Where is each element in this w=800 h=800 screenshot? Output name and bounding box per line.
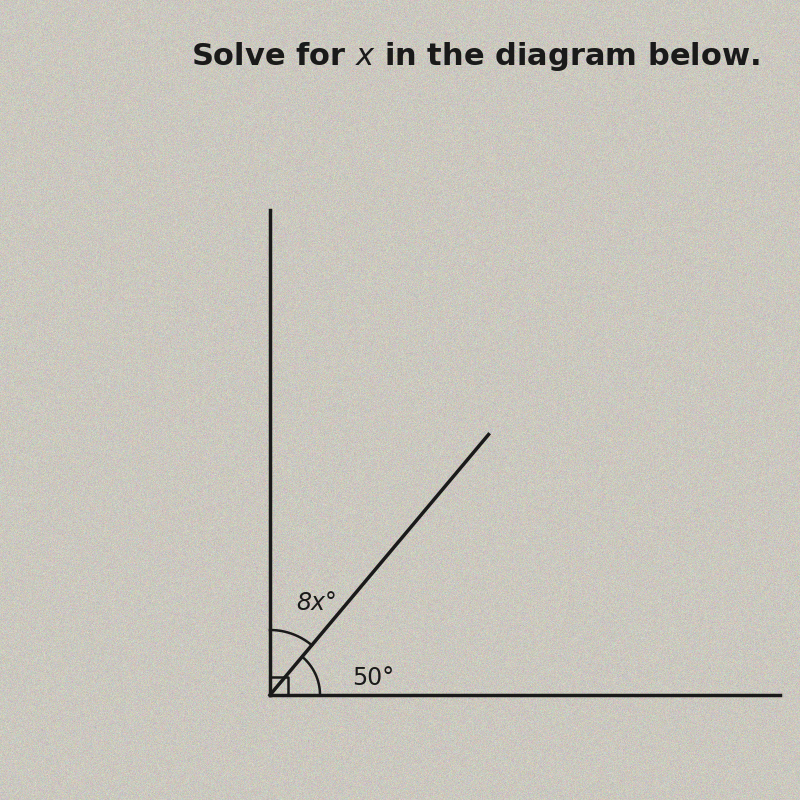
Text: 8x°: 8x° (296, 591, 337, 615)
Text: Solve for $x$ in the diagram below.: Solve for $x$ in the diagram below. (191, 40, 760, 73)
Text: 50°: 50° (353, 666, 394, 690)
